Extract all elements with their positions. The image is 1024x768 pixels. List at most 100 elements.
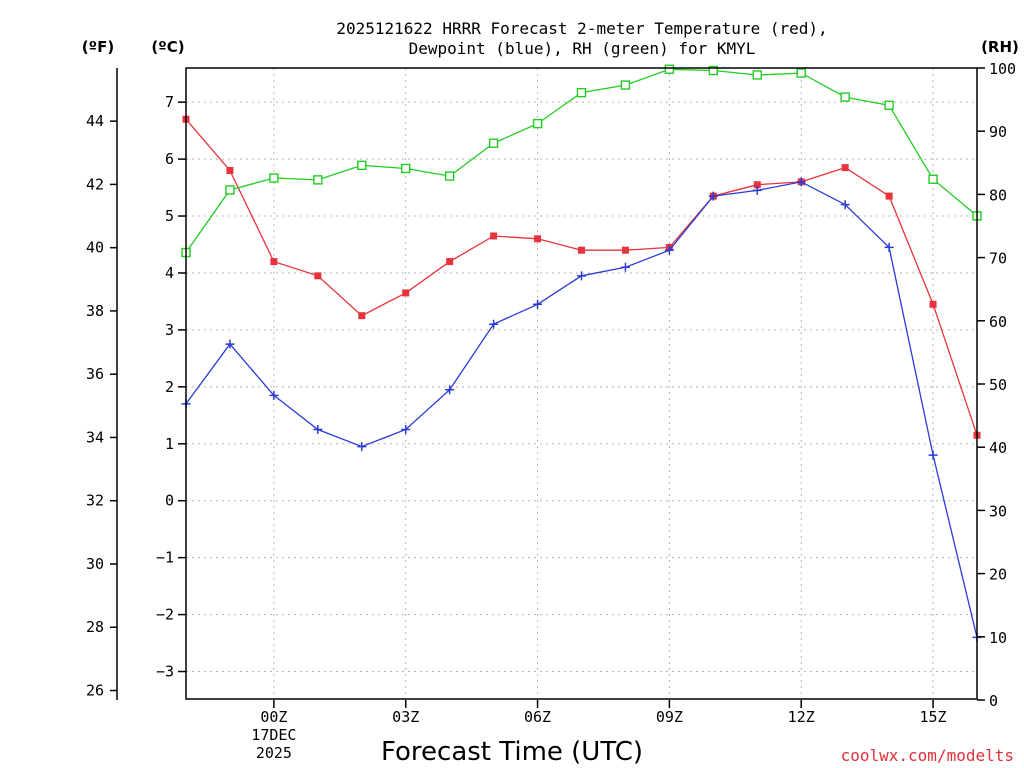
c-tick-label: 1 [165,435,174,453]
temperature-point [490,232,498,240]
f-tick-label: 38 [86,302,104,320]
x-tick-label: 09Z [656,708,683,726]
c-tick-label: 3 [165,321,174,339]
f-tick-label: 40 [86,239,104,257]
dewpoint-point [357,442,367,452]
x-tick-label: 15Z [920,708,947,726]
f-tick-label: 36 [86,365,104,383]
dewpoint-point [708,191,718,201]
rh-point [269,173,279,183]
rh-point [840,92,850,102]
f-tick-label: 30 [86,555,104,573]
temperature-point [314,272,322,280]
temperature-point [270,258,278,266]
grid [186,68,977,700]
rh-tick-label: 70 [989,250,1007,268]
rh-tick-label: 100 [989,60,1016,78]
f-tick-label: 34 [86,428,104,446]
x-tick-label: 2025 [256,744,292,762]
temperature-point [226,166,234,174]
f-tick-label: 44 [86,112,104,130]
rh-tick-label: 90 [989,123,1007,141]
c-tick-label: 5 [165,207,174,225]
dewpoint-point [620,262,630,272]
rh-tick-label: 30 [989,502,1007,520]
x-axis-label: Forecast Time (UTC) [381,737,643,767]
rh-point [401,163,411,174]
temperature-point [753,181,761,189]
dewpoint-point [269,390,279,400]
temperature-point [446,258,454,266]
temperature-point [402,289,410,297]
dewpoint-point [445,385,455,395]
temperature-point [534,235,542,243]
watermark: coolwx.com/modelts [841,746,1014,765]
c-tick-label: 4 [165,264,174,282]
rh-tick-label: 20 [989,566,1007,584]
f-tick-label: 42 [86,175,104,193]
ticks: −3−2−10123456726283032343638404244010203… [86,60,1016,762]
rh-tick-label: 0 [989,692,998,710]
fahrenheit-unit-label: (ºF) [82,38,114,56]
dewpoint-point [928,450,938,460]
rh-point [532,118,543,129]
rh-unit-label: (RH) [981,38,1019,56]
rh-point [884,100,894,110]
dewpoint-point [752,185,762,195]
series-layer [181,64,982,642]
dewpoint-point [577,271,586,281]
plot-frame [185,67,978,700]
temperature-point [358,312,366,320]
rh-tick-label: 50 [989,376,1007,394]
chart-title-line-1: 2025121622 HRRR Forecast 2-meter Tempera… [336,19,827,38]
x-tick-label: 00Z [260,708,287,726]
dewpoint-point [840,200,850,210]
rh-point [928,174,938,184]
celsius-unit-label: (ºC) [151,38,184,56]
c-tick-label: 2 [165,378,174,396]
x-tick-label: 03Z [392,708,419,726]
x-tick-label: 12Z [788,708,815,726]
rh-point [708,65,719,76]
temperature-point [929,300,937,308]
dewpoint-point [225,339,235,349]
f-tick-label: 28 [86,618,104,636]
rh-point [488,138,499,148]
chart-title-line-2: Dewpoint (blue), RH (green) for KMYL [409,39,756,58]
rh-point [444,171,455,181]
rh-point [620,80,631,90]
rh-point [664,64,675,74]
c-tick-label: 7 [165,93,174,111]
rh-tick-label: 10 [989,629,1007,647]
rh-tick-label: 40 [989,439,1007,457]
dewpoint-point [533,299,543,309]
x-tick-label: 06Z [524,708,551,726]
rh-point [225,185,235,195]
rh-tick-label: 60 [989,313,1007,331]
f-tick-label: 32 [86,492,104,510]
dewpoint-point [489,319,499,329]
c-tick-label: −3 [156,663,174,681]
dewpoint-point [313,425,323,435]
x-tick-label: 17DEC [251,726,296,744]
dewpoint-point [401,425,411,435]
rh-tick-label: 80 [989,186,1007,204]
c-tick-label: 6 [165,150,174,168]
c-tick-label: −2 [156,606,174,624]
rh-point [357,160,367,171]
temperature-point [841,164,849,172]
temperature-point [885,192,893,200]
rh-point [313,175,323,185]
f-tick-label: 26 [86,682,104,700]
c-tick-label: −1 [156,549,174,567]
c-tick-label: 0 [165,492,174,510]
rh-point [576,87,587,98]
rh-point [752,70,762,80]
dewpoint-point [884,242,894,252]
dewpoint-point [796,177,806,187]
dewpoint-point [664,245,674,255]
temperature-point [621,246,629,254]
rh-point [796,68,806,78]
temperature-point [578,246,585,254]
